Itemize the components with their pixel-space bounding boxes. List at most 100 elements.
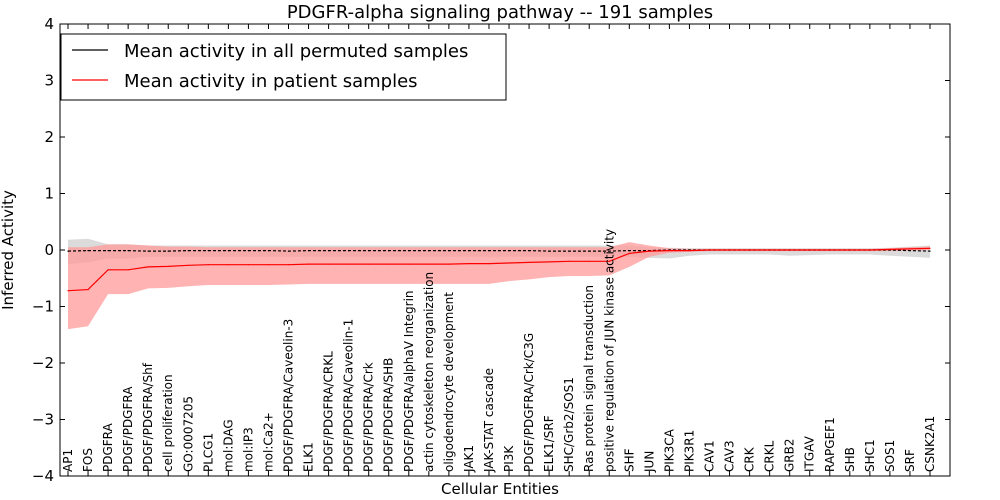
y-tick-label: −2 — [32, 354, 54, 372]
x-tick-label: mol:DAG — [221, 419, 235, 472]
point-patient — [668, 250, 671, 252]
x-axis-label: Cellular Entities — [441, 480, 559, 498]
point-patient — [227, 264, 229, 266]
point-patient — [929, 247, 931, 249]
legend-label-patient: Mean activity in patient samples — [124, 71, 418, 92]
point-permuted — [428, 250, 430, 252]
point-patient — [247, 264, 249, 266]
point-permuted — [127, 250, 129, 252]
plot-frame — [59, 23, 951, 477]
point-permuted — [348, 250, 350, 252]
x-axis-ticks: AP1 FOS PDGFRA PDGF/PDGFRA PDGF/PDGFRA/Shf ce… — [61, 24, 937, 476]
x-tick-label: PDGF/PDGFRA/alphaV Integrin — [402, 290, 416, 472]
y-tick-label: −1 — [32, 298, 54, 316]
x-tick-label: GO:0007205 — [181, 396, 195, 472]
band-patient — [68, 242, 930, 330]
point-patient — [187, 264, 189, 266]
point-permuted — [267, 250, 270, 252]
point-permuted — [207, 250, 209, 252]
point-patient — [67, 290, 69, 292]
x-tick-label: PDGF/PDGFRA/Crk — [362, 362, 376, 472]
y-tick-label: 0 — [44, 241, 54, 259]
point-permuted — [488, 250, 490, 252]
point-permuted — [468, 250, 470, 252]
point-patient — [428, 263, 430, 265]
x-tick-label: mol:IP3 — [241, 427, 255, 472]
x-tick-label: CRK — [743, 446, 757, 472]
x-tick-label: oligodendrocyte development — [442, 292, 456, 472]
point-patient — [588, 260, 590, 262]
point-patient — [388, 263, 390, 265]
point-patient — [749, 249, 751, 251]
point-patient — [769, 249, 771, 251]
y-axis-ticks: 4 3 2 1 0 −1 −2 −3 −4 — [32, 15, 950, 485]
x-tick-label: PDGF/PDGFRA/Crk/C3G — [522, 333, 536, 472]
x-tick-label: PDGF/PDGFRA/CRKL — [322, 351, 336, 472]
point-patient — [328, 263, 330, 265]
x-tick-label: JAK-STAT cascade — [482, 368, 496, 473]
legend-label-permuted: Mean activity in all permuted samples — [124, 41, 468, 62]
x-tick-label: CAV1 — [702, 440, 716, 472]
point-patient — [267, 264, 270, 266]
x-tick-label: PLCG1 — [201, 433, 215, 472]
point-permuted — [167, 250, 169, 252]
x-tick-label: CRKL — [763, 440, 777, 472]
point-patient — [488, 263, 490, 265]
point-permuted — [448, 250, 450, 252]
point-permuted — [187, 250, 189, 252]
point-permuted — [408, 250, 410, 252]
x-tick-label: FOS — [81, 448, 95, 472]
y-tick-label: 1 — [44, 185, 54, 203]
x-tick-label: SHB — [843, 447, 857, 472]
point-patient — [648, 250, 650, 252]
x-tick-label: PDGF/PDGFRA/Caveolin-1 — [342, 319, 356, 472]
x-tick-label: PDGF/PDGFRA/SHB — [382, 358, 396, 472]
point-permuted — [67, 250, 69, 252]
point-patient — [548, 261, 550, 263]
y-axis-label: Inferred Activity — [0, 190, 17, 310]
point-permuted — [568, 250, 570, 252]
x-tick-label: SRF — [903, 449, 917, 472]
x-tick-label: mol:Ca2+ — [261, 412, 275, 472]
point-permuted — [287, 250, 290, 252]
x-tick-label: cell proliferation — [161, 374, 175, 472]
legend-frame — [60, 33, 507, 101]
point-permuted — [388, 250, 390, 252]
point-permuted — [227, 250, 229, 252]
series-line-permuted — [67, 249, 931, 252]
point-permuted — [528, 250, 530, 252]
point-permuted — [147, 250, 149, 252]
x-tick-label: Ras protein signal transduction — [582, 285, 596, 472]
legend: Mean activity in all permuted samples Me… — [60, 33, 507, 101]
point-permuted — [508, 250, 510, 252]
y-tick-label: 3 — [44, 72, 54, 90]
point-permuted — [308, 250, 310, 252]
y-tick-label: −3 — [32, 411, 54, 429]
x-tick-label: SHC1 — [863, 439, 877, 472]
point-patient — [628, 252, 630, 254]
point-patient — [87, 289, 89, 291]
point-patient — [849, 249, 851, 251]
point-patient — [508, 262, 510, 264]
x-tick-label: SHF — [622, 448, 636, 472]
x-tick-label: PIK3R1 — [682, 430, 696, 472]
x-tick-label: CAV3 — [723, 440, 737, 472]
point-patient — [708, 249, 711, 251]
x-tick-label: PI3K — [502, 445, 516, 472]
x-tick-label: JAK1 — [462, 445, 476, 473]
point-patient — [869, 249, 871, 251]
point-patient — [809, 249, 811, 251]
series-line-patient — [67, 247, 931, 292]
point-permuted — [368, 250, 370, 252]
y-tick-label: 2 — [44, 128, 54, 146]
point-patient — [789, 249, 791, 251]
series-lines — [67, 247, 931, 292]
x-tick-label: RAPGEF1 — [823, 417, 837, 472]
point-patient — [829, 249, 831, 251]
point-patient — [167, 265, 169, 267]
point-patient — [608, 260, 610, 262]
point-patient — [348, 263, 350, 265]
point-permuted — [107, 250, 109, 252]
point-patient — [287, 264, 290, 266]
